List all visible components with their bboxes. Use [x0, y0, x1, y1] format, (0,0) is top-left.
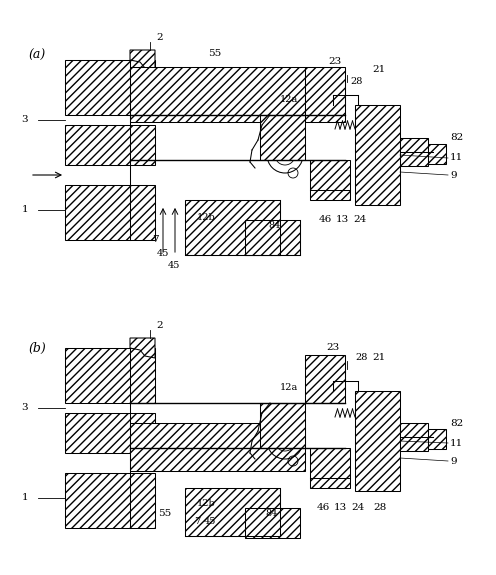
Bar — [428, 144, 446, 164]
Text: (b): (b) — [28, 342, 46, 355]
Text: 13: 13 — [333, 504, 347, 512]
Text: 2: 2 — [157, 33, 163, 43]
Text: 28: 28 — [373, 504, 386, 512]
Text: 9: 9 — [450, 171, 457, 179]
Bar — [65, 185, 155, 240]
Text: 12b: 12b — [197, 213, 216, 223]
Bar — [400, 423, 428, 451]
Polygon shape — [130, 50, 155, 70]
Text: 11: 11 — [450, 154, 463, 163]
Text: 45: 45 — [204, 516, 216, 526]
Bar — [245, 508, 300, 538]
Text: 12a: 12a — [280, 95, 298, 105]
Bar — [310, 160, 350, 200]
Text: 24: 24 — [351, 504, 365, 512]
Bar — [65, 348, 155, 403]
Text: 21: 21 — [372, 354, 385, 362]
Bar — [428, 429, 446, 449]
Text: (a): (a) — [28, 48, 45, 62]
Text: 45: 45 — [157, 248, 169, 258]
Text: 82: 82 — [450, 133, 463, 143]
Text: 55: 55 — [158, 508, 172, 518]
Bar — [400, 138, 428, 166]
Text: 28: 28 — [350, 78, 363, 86]
Text: 11: 11 — [450, 439, 463, 447]
Text: 46: 46 — [316, 504, 330, 512]
Bar — [355, 391, 400, 491]
Text: 84: 84 — [268, 220, 280, 229]
Bar — [305, 355, 345, 403]
Text: 7: 7 — [194, 516, 200, 526]
Bar — [310, 448, 350, 488]
Bar — [65, 473, 155, 528]
Text: 46: 46 — [318, 216, 332, 224]
Text: 82: 82 — [450, 419, 463, 427]
Bar — [130, 423, 305, 471]
Bar — [185, 488, 280, 536]
Bar — [65, 125, 155, 165]
Text: 24: 24 — [353, 216, 367, 224]
Bar — [305, 67, 345, 122]
Text: 23: 23 — [328, 58, 342, 67]
Bar — [65, 413, 155, 453]
Text: 55: 55 — [208, 48, 222, 58]
Text: 84: 84 — [265, 508, 277, 518]
Text: 12a: 12a — [280, 384, 298, 393]
Text: 23: 23 — [326, 343, 340, 352]
Text: 3: 3 — [21, 116, 28, 125]
Text: 13: 13 — [335, 216, 349, 224]
Text: 9: 9 — [450, 457, 457, 466]
Text: 7: 7 — [152, 236, 158, 244]
Text: 1: 1 — [21, 493, 28, 503]
Text: 2: 2 — [157, 321, 163, 331]
Bar — [185, 200, 280, 255]
Text: 28: 28 — [355, 354, 368, 362]
Bar — [245, 220, 300, 255]
Bar — [260, 403, 305, 448]
Bar — [355, 105, 400, 205]
Text: 45: 45 — [168, 262, 180, 270]
Text: 21: 21 — [372, 66, 385, 75]
Text: 1: 1 — [21, 205, 28, 214]
Bar — [65, 60, 155, 115]
Bar — [260, 115, 305, 160]
Bar — [130, 67, 305, 122]
Polygon shape — [130, 338, 155, 358]
Text: 12b: 12b — [197, 499, 216, 508]
Text: 3: 3 — [21, 404, 28, 412]
